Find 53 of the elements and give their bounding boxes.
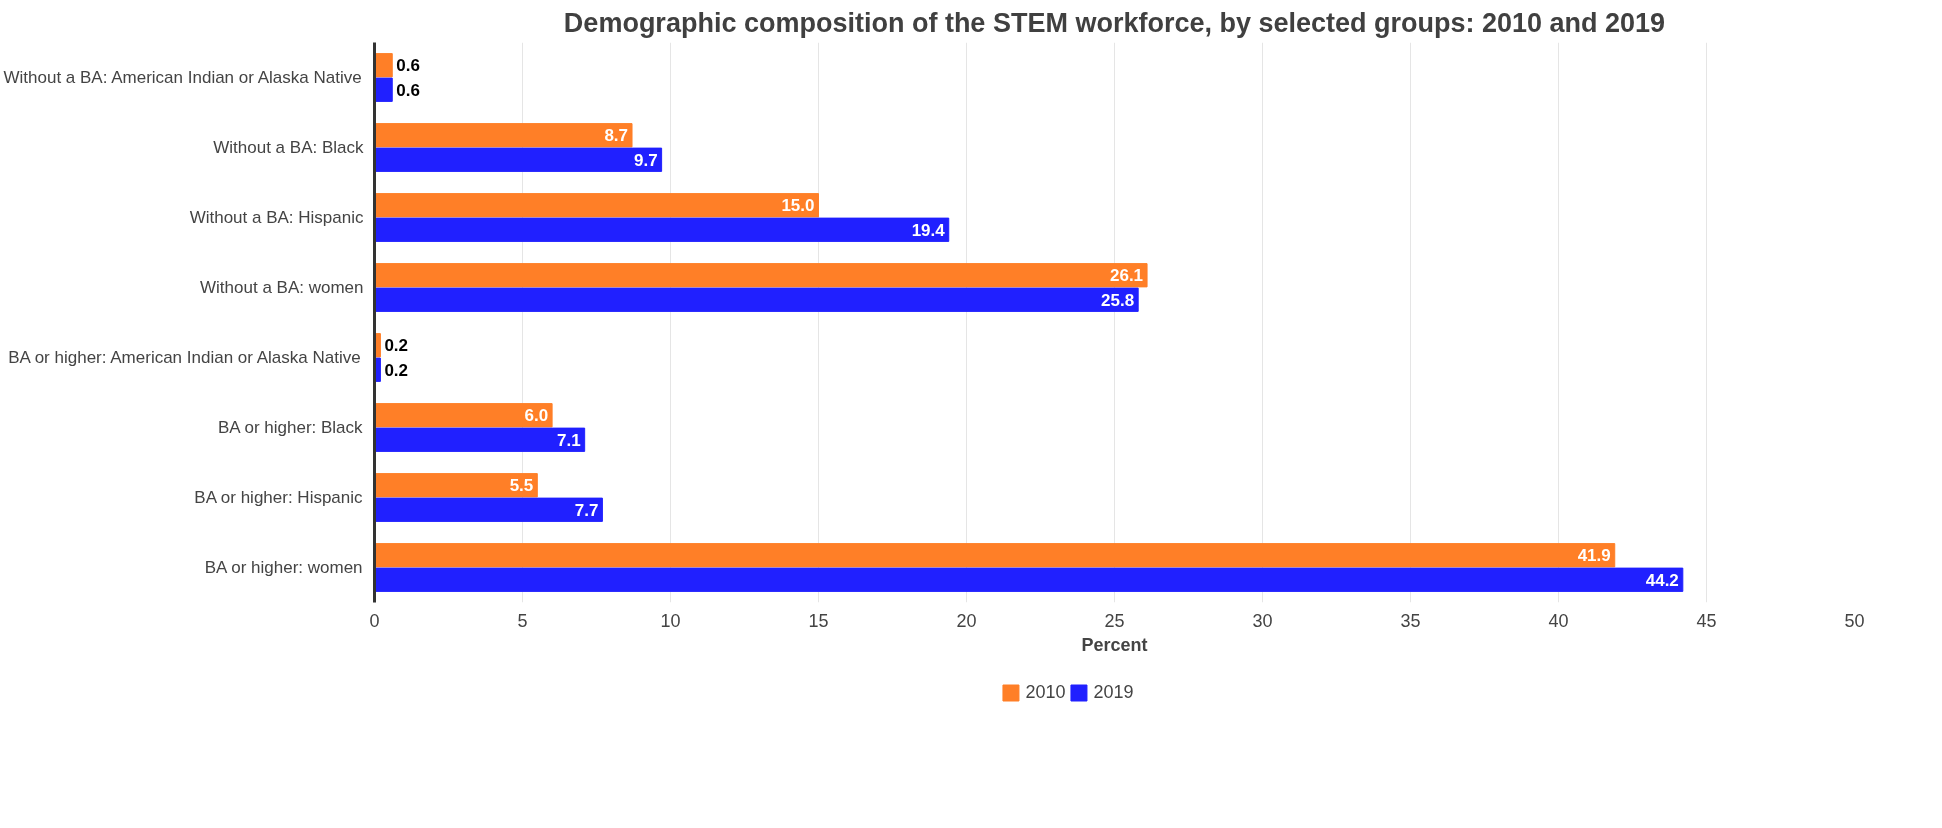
bar [374, 147, 663, 172]
legend-label: 2019 [1093, 681, 1134, 703]
data-label: 0.2 [384, 336, 409, 356]
bar [374, 77, 393, 102]
data-label: 15.0 [781, 196, 815, 216]
data-label: 9.7 [633, 150, 658, 170]
x-axis-title: Percent [1081, 634, 1148, 655]
bar [374, 287, 1139, 312]
data-label: 7.7 [574, 500, 599, 520]
data-label: 41.9 [1577, 546, 1611, 566]
chart-title: Demographic composition of the STEM workforce, by selected groups: 2010 and 2019 [563, 7, 1666, 38]
x-tick-label: 20 [956, 610, 977, 631]
bar [374, 567, 1684, 592]
x-tick-label: 0 [369, 610, 380, 631]
data-label: 19.4 [911, 220, 946, 240]
y-tick-label: Without a BA: Hispanic [189, 208, 364, 227]
data-label: 0.6 [396, 56, 420, 76]
data-label: 5.5 [509, 476, 534, 496]
x-tick-label: 50 [1844, 610, 1865, 631]
data-label: 44.2 [1645, 570, 1679, 590]
data-label: 8.7 [604, 126, 629, 146]
data-label: 25.8 [1101, 290, 1135, 310]
bar [374, 403, 553, 428]
x-tick-label: 35 [1400, 610, 1421, 631]
bar [374, 427, 586, 452]
y-tick-label: BA or higher: Hispanic [194, 488, 364, 507]
y-tick-label: Without a BA: women [200, 278, 364, 297]
x-tick-label: 40 [1548, 610, 1569, 631]
legend-label: 2010 [1025, 681, 1066, 703]
y-tick-label: Without a BA: Black [213, 138, 364, 157]
bar [374, 263, 1148, 288]
y-tick-label: BA or higher: Black [217, 418, 364, 437]
bar [374, 217, 950, 242]
x-tick-label: 10 [660, 610, 681, 631]
data-label: 7.1 [557, 430, 581, 450]
data-label: 26.1 [1109, 266, 1144, 286]
y-tick-label: BA or higher: American Indian or Alaska Native [8, 348, 361, 367]
y-tick-label: BA or higher: women [204, 558, 363, 577]
bar [374, 123, 633, 148]
x-tick-label: 30 [1252, 610, 1273, 631]
bar [374, 193, 819, 218]
y-tick-label: Without a BA: American Indian or Alaska Native [3, 68, 362, 87]
x-tick-label: 5 [517, 610, 528, 631]
data-label: 6.0 [524, 406, 549, 426]
bar [374, 473, 538, 498]
x-tick-label: 45 [1696, 610, 1717, 631]
x-tick-label: 15 [808, 610, 829, 631]
x-tick-label: 25 [1104, 610, 1125, 631]
bar [374, 53, 393, 78]
data-label: 0.2 [384, 360, 409, 380]
bar [374, 497, 603, 522]
data-label: 0.6 [396, 80, 420, 100]
bar [374, 543, 1616, 568]
